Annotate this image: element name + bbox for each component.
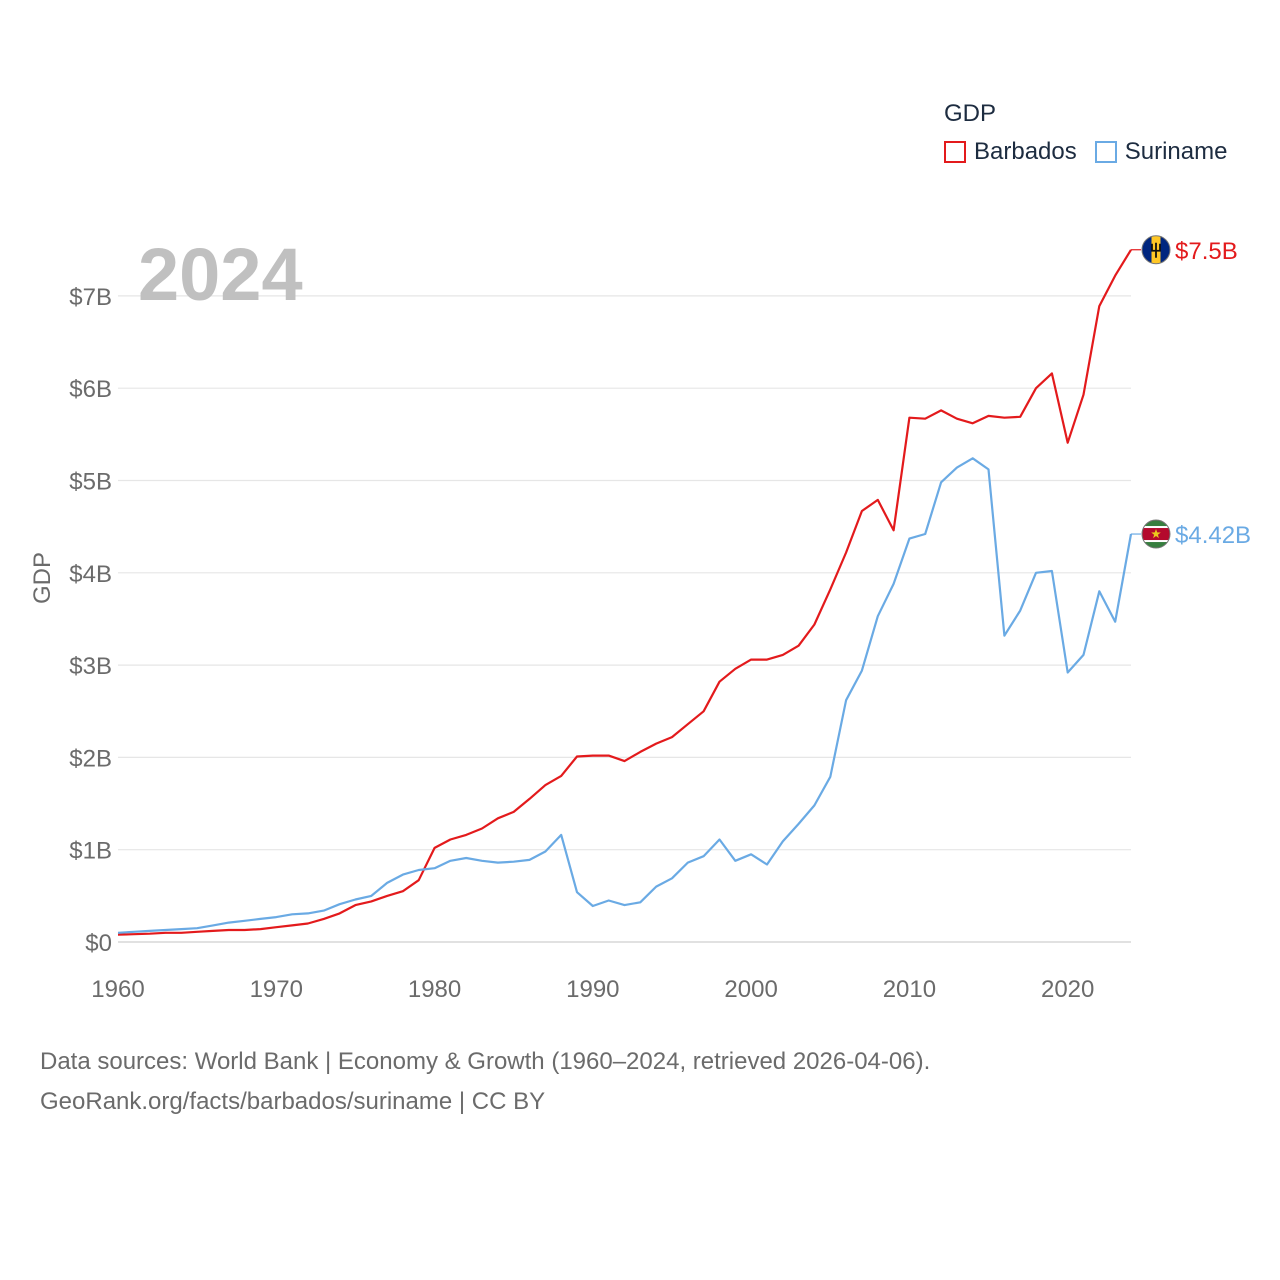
y-tick-label: $6B (69, 376, 112, 403)
legend-item-barbados[interactable]: Barbados (944, 138, 1077, 166)
x-tick-label: 1960 (91, 976, 144, 1003)
legend-label-suriname: Suriname (1124, 138, 1228, 165)
legend-item-suriname[interactable]: Suriname (1094, 138, 1228, 166)
attribution-link[interactable]: GeoRank.org/facts/barbados/suriname | CC… (40, 1088, 546, 1115)
footer: Data sources: World Bank | Economy & Gro… (40, 1042, 930, 1122)
legend-title: GDP (944, 100, 997, 127)
legend: GDP Barbados Suriname (944, 100, 1227, 166)
series-line-suriname[interactable] (117, 457, 1133, 934)
end-value-label-barbados: $7.5B (1175, 238, 1238, 265)
end-labels: $7.5B $4.42B (1131, 235, 1251, 549)
x-tick-label: 2010 (883, 976, 936, 1003)
x-tick-label: 1980 (408, 976, 461, 1003)
y-tick-label: $2B (69, 745, 112, 772)
y-tick-label: $4B (69, 561, 112, 588)
suriname-flag-icon (1141, 519, 1171, 549)
x-tick-label: 1990 (566, 976, 619, 1003)
x-tick-label: 1970 (250, 976, 303, 1003)
series-lines (117, 249, 1133, 936)
x-tick-label: 2000 (724, 976, 777, 1003)
y-tick-label: $5B (69, 469, 112, 496)
end-value-label-suriname: $4.42B (1175, 522, 1251, 549)
data-source-text: Data sources: World Bank | Economy & Gro… (40, 1048, 931, 1075)
y-tick-label: $0 (85, 930, 112, 957)
y-tick-label: $1B (69, 838, 112, 865)
y-axis-ticks: $0 $1B $2B $3B $4B $5B $6B $7B (69, 284, 112, 957)
y-axis-title: GDP (29, 552, 56, 604)
y-tick-label: $7B (69, 284, 112, 311)
gridlines (118, 295, 1131, 851)
series-line-barbados[interactable] (117, 249, 1132, 936)
x-tick-label: 2020 (1041, 976, 1094, 1003)
x-axis-ticks: 1960 1970 1980 1990 2000 2010 2020 (91, 976, 1094, 1003)
y-tick-label: $3B (69, 653, 112, 680)
legend-swatch-barbados (944, 141, 966, 163)
barbados-flag-icon (1141, 235, 1171, 265)
legend-label-barbados: Barbados (974, 138, 1077, 165)
legend-swatch-suriname (1094, 141, 1117, 163)
year-watermark: 2024 (138, 233, 303, 316)
